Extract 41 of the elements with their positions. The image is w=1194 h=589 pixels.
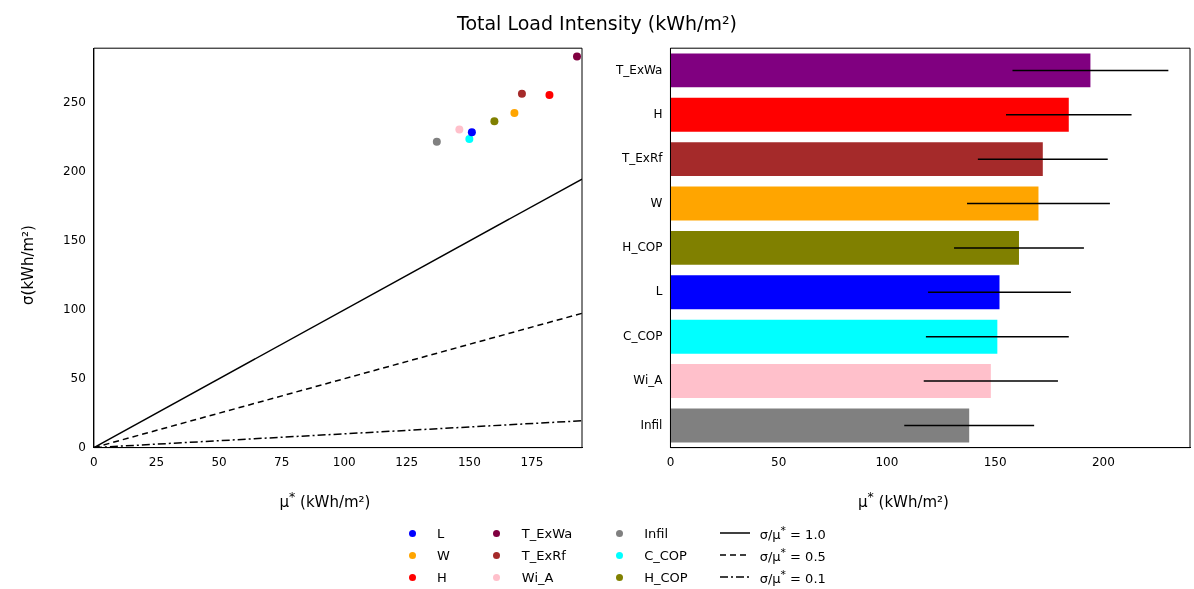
legend-label: W xyxy=(437,547,450,563)
chart-title: Total Load Intensity (kWh/m²) xyxy=(456,12,738,34)
y-tick-label: 50 xyxy=(70,370,86,385)
x-tick-label: 200 xyxy=(1091,454,1115,469)
legend-label: σ/μ$^{*}$ = 0.1 xyxy=(759,567,826,587)
y-tick-label: 100 xyxy=(63,302,86,316)
legend-label: T_ExRf xyxy=(521,547,566,563)
y-tick-label: W xyxy=(650,195,663,210)
y-tick-label: 250 xyxy=(63,95,86,110)
legend-label: L xyxy=(437,525,445,541)
y-tick-label: Infil xyxy=(640,417,663,432)
y-axis-title: σ(kWh/m²) xyxy=(19,223,37,307)
x-tick-label: 0 xyxy=(666,454,675,469)
x-tick-label: 150 xyxy=(457,454,481,469)
x-tick-label: 50 xyxy=(771,454,787,469)
y-tick-label: 200 xyxy=(63,164,86,179)
legend-label: σ/μ$^{*}$ = 0.5 xyxy=(759,545,826,565)
y-tick-label: 0 xyxy=(78,439,86,454)
x-tick-label: 75 xyxy=(273,454,290,469)
x-tick-label: 150 xyxy=(983,454,1007,469)
x-tick-label: 100 xyxy=(332,454,356,469)
x-axis-title: μ$^{*}$ (kWh/m²) xyxy=(857,489,950,511)
y-tick-label: L xyxy=(655,284,663,299)
legend-label: σ/μ$^{*}$ = 1.0 xyxy=(759,523,826,543)
legend-label: Wi_A xyxy=(521,569,554,585)
legend-label: H xyxy=(437,569,447,585)
y-tick-label: T_ExWa xyxy=(615,62,663,77)
x-tick-label: 0 xyxy=(90,454,98,469)
y-tick-label: T_ExRf xyxy=(620,151,664,166)
x-tick-label: 100 xyxy=(875,454,899,469)
legend-label: T_ExWa xyxy=(521,525,573,541)
x-axis-title: μ$^{*}$ (kWh/m²) xyxy=(278,489,372,511)
x-tick-label: 25 xyxy=(148,454,165,469)
y-tick-label: H xyxy=(653,106,663,121)
y-tick-label: C_COP xyxy=(623,328,663,343)
x-tick-label: 50 xyxy=(211,454,227,469)
x-tick-label: 175 xyxy=(520,454,544,469)
y-tick-label: 150 xyxy=(63,233,86,248)
y-tick-label: H_COP xyxy=(622,240,663,255)
x-tick-label: 125 xyxy=(395,454,419,469)
y-tick-label: Wi_A xyxy=(633,373,664,388)
